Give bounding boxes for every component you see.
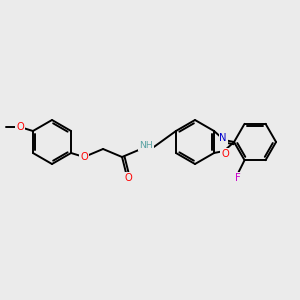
Text: O: O [80,152,88,162]
Text: F: F [235,173,240,183]
Text: O: O [16,122,24,132]
Text: O: O [124,173,132,183]
Text: N: N [219,133,227,143]
Text: O: O [221,149,229,159]
Text: NH: NH [139,142,153,151]
